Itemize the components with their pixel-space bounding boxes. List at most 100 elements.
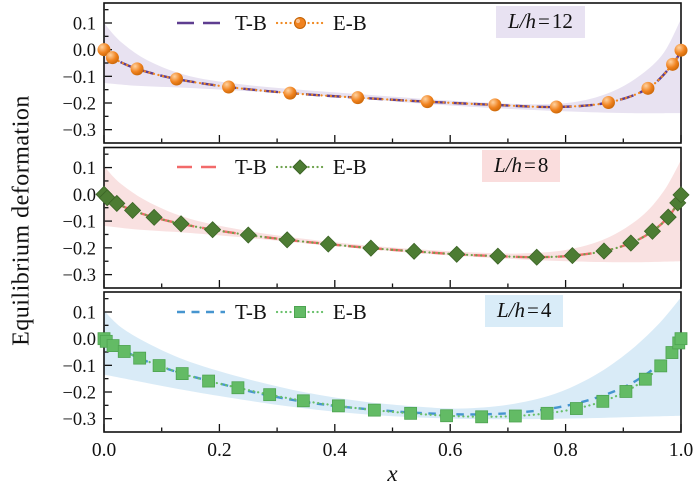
eb-marker-sample	[275, 159, 324, 175]
circle-marker-icon	[130, 62, 144, 76]
panel-frame	[103, 291, 682, 433]
diamond-marker-icon	[563, 247, 581, 265]
diamond-marker-icon	[672, 186, 690, 204]
circle-marker-icon	[283, 86, 297, 100]
circle-marker-icon	[170, 72, 184, 86]
square-marker-icon	[332, 399, 345, 413]
y-tick-label: −0.3	[62, 266, 96, 286]
square-marker-icon	[665, 346, 679, 359]
legend-panel-1: T-B E-B	[176, 8, 367, 38]
axis-ticks	[103, 298, 682, 432]
circle-marker-icon	[674, 43, 688, 57]
square-marker-icon	[293, 306, 306, 318]
diamond-marker-icon	[172, 215, 190, 233]
diamond-marker-icon	[292, 159, 308, 175]
square-marker-icon	[540, 406, 554, 420]
eb-markers	[95, 185, 690, 266]
tag-value: 12	[551, 9, 573, 33]
eb-marker-sample	[275, 17, 324, 29]
tag-equals: =	[527, 298, 539, 322]
tb-dash-sample	[177, 310, 225, 314]
confidence-band	[104, 297, 681, 420]
diamond-marker-icon	[239, 226, 257, 244]
circle-marker-icon	[351, 91, 365, 105]
square-marker-icon	[654, 359, 668, 373]
y-tick-label: 0.1	[73, 159, 96, 179]
y-tick-label: 0.1	[73, 304, 96, 324]
tag-value: 4	[540, 298, 552, 322]
eb-line	[104, 193, 681, 259]
diamond-marker-icon	[622, 234, 640, 252]
tag-symbol: L/h	[497, 298, 526, 322]
diamond-marker-icon	[278, 231, 296, 249]
panel-tag-lh8: L/h=8	[482, 150, 561, 183]
legend-panel-2: T-B E-B	[176, 152, 367, 182]
square-marker-icon	[231, 381, 245, 395]
circle-marker-icon	[601, 95, 615, 109]
diamond-marker-icon	[448, 245, 466, 263]
square-marker-icon	[106, 339, 120, 353]
legend-panel-3: T-B E-B	[176, 297, 367, 327]
y-tick-label: −0.2	[62, 239, 96, 259]
diamond-marker-icon	[362, 239, 380, 257]
y-tick-label: −0.3	[62, 121, 96, 141]
diamond-marker-icon	[145, 208, 163, 226]
tb-dash-sample	[177, 165, 225, 169]
square-marker-icon	[152, 359, 166, 373]
y-tick-label: −0.1	[62, 357, 96, 377]
diamond-marker-icon	[489, 247, 507, 265]
panel-tag-lh12: L/h=12	[496, 6, 585, 39]
square-marker-icon	[296, 394, 310, 408]
marker-highlight	[295, 18, 301, 24]
square-marker-icon	[619, 385, 633, 398]
y-tick-label: 0.1	[73, 15, 96, 35]
circle-marker-icon	[549, 100, 563, 114]
panel-frame	[103, 2, 682, 144]
tag-equals: =	[524, 153, 536, 177]
eb-markers	[97, 332, 688, 424]
square-marker-icon	[508, 409, 522, 423]
diamond-marker-icon	[108, 194, 126, 212]
tb-dash-sample	[177, 21, 225, 25]
axis-ticks	[103, 9, 682, 143]
y-tick-label: −0.2	[62, 384, 96, 404]
square-marker-icon	[638, 372, 652, 386]
circle-marker-icon	[420, 95, 434, 109]
panel-frame	[103, 146, 682, 289]
square-marker-icon	[263, 388, 277, 402]
x-tick-label: 0.0	[92, 440, 116, 461]
eb-legend-label: E-B	[332, 299, 367, 324]
diamond-marker-icon	[595, 242, 613, 260]
y-tick-label: 0.0	[73, 330, 96, 350]
x-axis-title: x	[387, 461, 398, 486]
x-tick-label: 0.6	[438, 440, 463, 461]
eb-marker-sample	[275, 306, 324, 318]
x-tick-label: 0.2	[207, 440, 231, 461]
square-marker-icon	[117, 345, 131, 358]
y-tick-label: 0.0	[73, 186, 96, 206]
diamond-marker-icon	[643, 222, 662, 240]
tag-value: 8	[537, 153, 549, 177]
eb-legend-label: E-B	[332, 10, 367, 35]
diamond-marker-icon	[319, 235, 337, 253]
square-marker-icon	[440, 409, 453, 423]
circle-marker-icon	[666, 57, 680, 71]
circle-marker-icon	[222, 80, 236, 94]
diamond-marker-icon	[204, 221, 222, 239]
circle-marker-icon	[488, 98, 502, 112]
y-axis-title: Equilibrium deformation	[8, 95, 35, 346]
tb-legend-label: T-B	[235, 299, 267, 324]
y-tick-label: −0.3	[62, 410, 96, 430]
square-marker-icon	[202, 374, 216, 388]
x-tick-label: 1.0	[669, 440, 693, 461]
square-marker-icon	[596, 394, 610, 408]
y-tick-label: −0.2	[62, 95, 96, 115]
square-marker-icon	[367, 403, 381, 417]
square-marker-icon	[404, 406, 418, 420]
square-marker-icon	[475, 410, 489, 424]
square-marker-icon	[674, 332, 688, 346]
tag-symbol: L/h	[494, 153, 523, 177]
circle-marker-icon	[293, 17, 306, 29]
tb-legend-label: T-B	[235, 154, 267, 179]
